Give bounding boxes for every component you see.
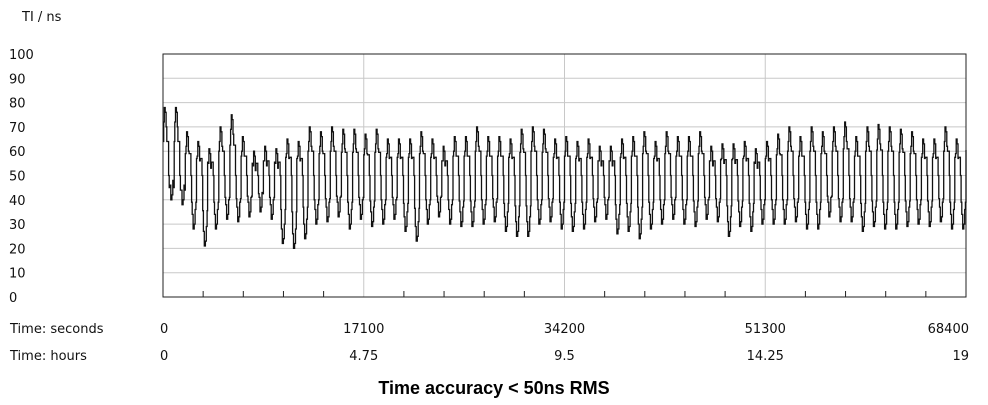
x-tick-label: 0 bbox=[160, 322, 168, 337]
x-tick-label: 4.75 bbox=[349, 349, 378, 364]
x-tick-labels: 0 0 17100 4.75 34200 9.5 51300 14.25 68400 19 bbox=[160, 322, 969, 364]
x-tick-label: 9.5 bbox=[554, 349, 575, 364]
y-tick-label: 20 bbox=[9, 242, 26, 257]
x-tick-label: 14.25 bbox=[747, 349, 784, 364]
x-tick-marks bbox=[202, 291, 927, 297]
x-tick-label: 19 bbox=[952, 349, 969, 364]
x-axis-seconds-label: Time: seconds bbox=[9, 322, 104, 337]
y-tick-label: 30 bbox=[9, 218, 26, 233]
y-tick-label: 0 bbox=[9, 291, 17, 306]
x-tick-label: 34200 bbox=[544, 322, 585, 337]
x-axis-hours-label: Time: hours bbox=[9, 349, 87, 364]
y-tick-label: 70 bbox=[9, 121, 26, 136]
x-tick-label: 0 bbox=[160, 349, 168, 364]
y-tick-label: 60 bbox=[9, 145, 26, 160]
x-tick-label: 68400 bbox=[928, 322, 969, 337]
y-axis-label: TI / ns bbox=[21, 10, 62, 25]
y-tick-label: 40 bbox=[9, 194, 26, 209]
y-tick-label: 50 bbox=[9, 170, 26, 185]
y-tick-label: 80 bbox=[9, 97, 26, 112]
chart-caption: Time accuracy < 50ns RMS bbox=[378, 378, 609, 398]
y-tick-label: 100 bbox=[9, 48, 34, 63]
x-tick-label: 17100 bbox=[343, 322, 384, 337]
x-tick-label: 51300 bbox=[745, 322, 786, 337]
series-line bbox=[163, 106, 967, 250]
y-tick-label: 10 bbox=[9, 267, 26, 282]
y-tick-label: 90 bbox=[9, 72, 26, 87]
